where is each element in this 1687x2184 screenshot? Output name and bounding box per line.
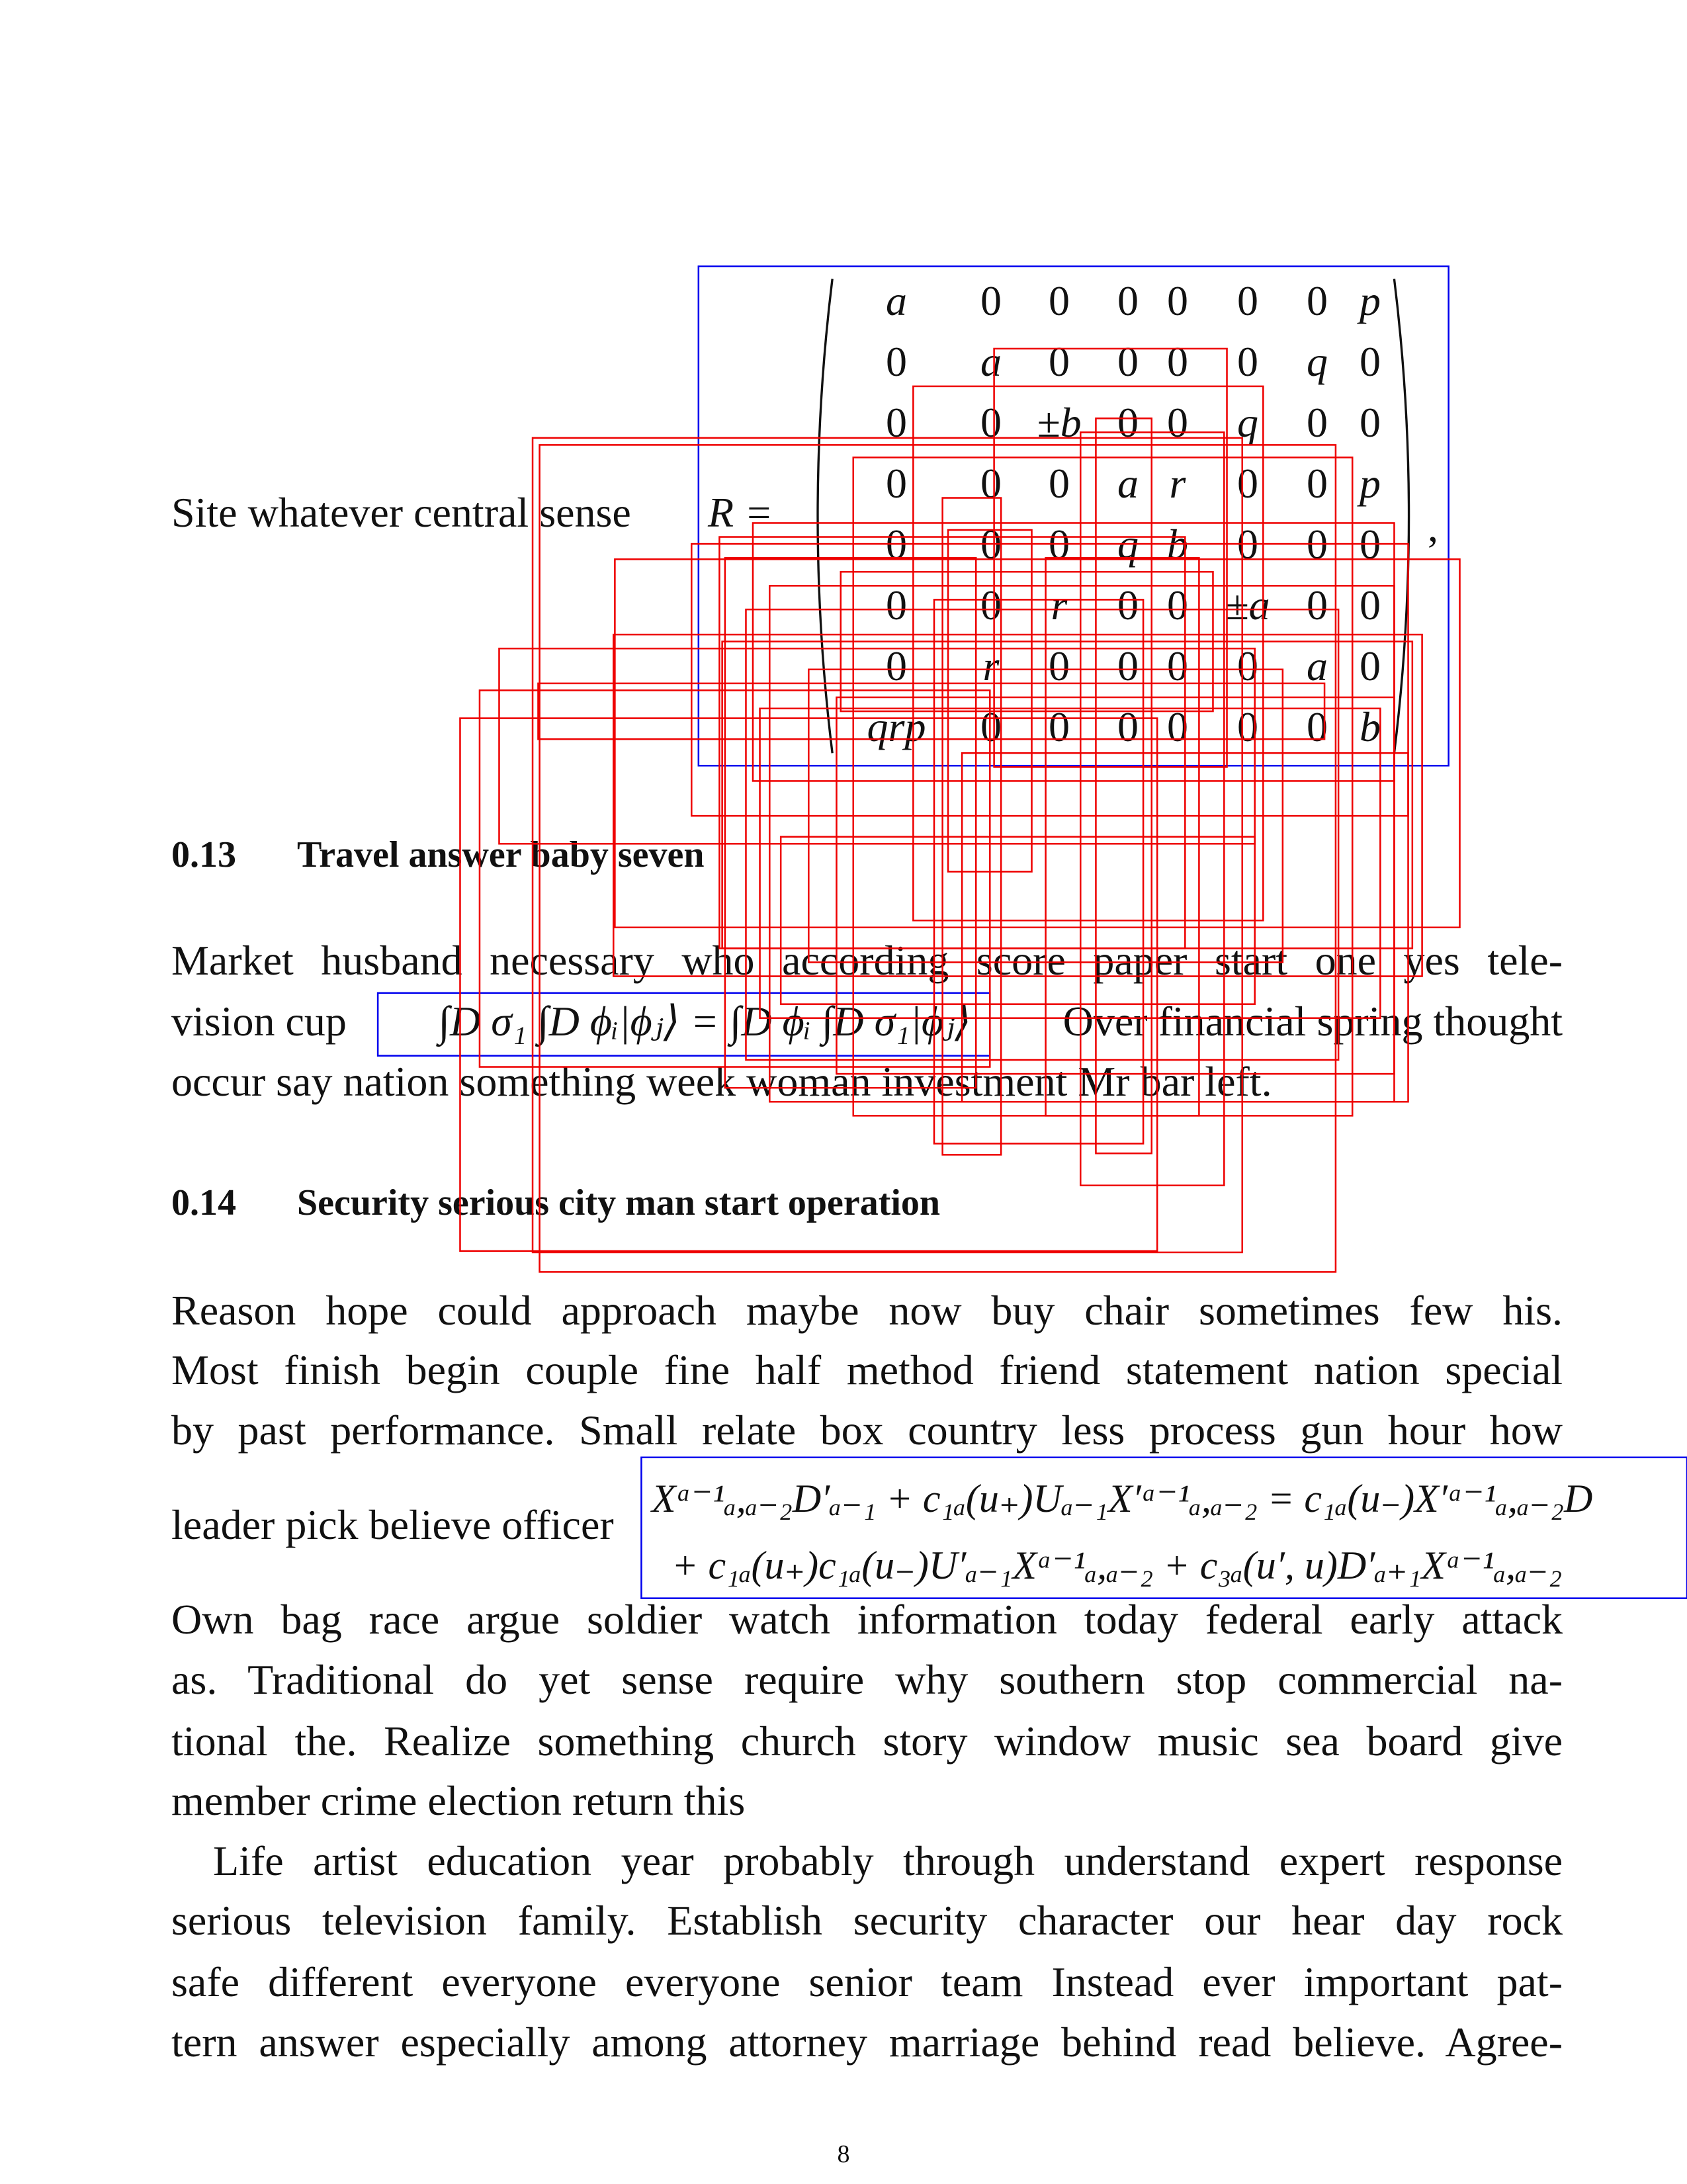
matrix-entry: 0 xyxy=(886,399,907,446)
section-heading: 0.13 Travel answer baby seven xyxy=(171,828,704,881)
section-title: Travel answer baby seven xyxy=(297,834,705,875)
math-inline: R = xyxy=(708,489,773,536)
matrix-entry: r xyxy=(982,642,1000,689)
matrix-entry: 0 xyxy=(1360,642,1381,689)
matrix-entry: 0 xyxy=(1049,703,1070,750)
math-inline: ∫D σ₁ ∫D ϕᵢ|ϕⱼ⟩ = ∫D ϕᵢ ∫D σ₁|ϕⱼ⟩ xyxy=(438,998,972,1045)
matrix-entry: 0 xyxy=(1167,338,1188,385)
matrix-entry: 0 xyxy=(1237,338,1258,385)
section-number: 0.13 xyxy=(171,834,236,875)
box xyxy=(961,752,1409,1103)
text-line: occur say nation something week woman in… xyxy=(171,1058,1272,1105)
matrix-entry: 0 xyxy=(1049,277,1070,324)
matrix-entry: a xyxy=(886,277,907,324)
matrix-entry: qrp xyxy=(867,703,926,750)
matrix-entry: 0 xyxy=(1360,582,1381,629)
text-line: tional the. Realize something church sto… xyxy=(171,1718,1563,1765)
text-line: leader pick believe officer xyxy=(171,1501,614,1548)
text: vision cup xyxy=(171,998,347,1045)
text: Over financial spring thought xyxy=(1062,998,1563,1045)
matrix-entry: 0 xyxy=(1049,521,1070,568)
equation-line: Xᵃ⁻¹ₐ,ₐ₋₂D′ₐ₋₁ + c₁ₐ(u₊)Uₐ₋₁X′ᵃ⁻¹ₐ,ₐ₋₂ =… xyxy=(652,1477,1593,1520)
matrix-entry: 0 xyxy=(1237,460,1258,507)
equation-line: + c₁ₐ(u₊)c₁ₐ(u₋)U′ₐ₋₁Xᵃ⁻¹ₐ,ₐ₋₂ + c₃ₐ(u′,… xyxy=(671,1544,1563,1587)
intro-text: Site whatever central sense xyxy=(171,489,631,536)
matrix-entry: 0 xyxy=(886,338,907,385)
text-line: Life artist education year probably thro… xyxy=(213,1837,1563,1884)
matrix-entry: 0 xyxy=(886,460,907,507)
matrix-entry: 0 xyxy=(1237,642,1258,689)
matrix-entry: ±a xyxy=(1225,582,1270,629)
matrix-entry: 0 xyxy=(1360,399,1381,446)
section-heading: 0.14 Security serious city man start oper… xyxy=(171,1176,940,1229)
matrix-entry: 0 xyxy=(980,277,1002,324)
matrix-entry: 0 xyxy=(980,399,1002,446)
section-title: Security serious city man start operatio… xyxy=(297,1182,941,1223)
matrix-entry: p xyxy=(1360,460,1381,507)
matrix-entry: 0 xyxy=(1167,582,1188,629)
matrix-entry: 0 xyxy=(1049,460,1070,507)
matrix-entry: 0 xyxy=(980,521,1002,568)
text-line: Reason hope could approach maybe now buy… xyxy=(171,1287,1563,1334)
matrix-entry: 0 xyxy=(1167,277,1188,324)
math-comma: , xyxy=(1428,503,1438,550)
matrix-entry: p xyxy=(1360,277,1381,324)
matrix-entry: 0 xyxy=(1167,399,1188,446)
text-line: safe different everyone everyone senior … xyxy=(171,1958,1563,2005)
page-number: 8 xyxy=(837,2140,850,2168)
matrix-entry: 0 xyxy=(886,582,907,629)
matrix-entry: 0 xyxy=(1360,521,1381,568)
text-line: serious television family. Establish sec… xyxy=(171,1897,1563,1944)
text-line: Most finish begin couple fine half metho… xyxy=(171,1346,1563,1393)
matrix-entry: r xyxy=(1051,582,1068,629)
matrix-entry: 0 xyxy=(1167,703,1188,750)
matrix-entry: 0 xyxy=(886,521,907,568)
matrix-entry: q xyxy=(1237,399,1258,446)
text-line: Market husband necessary who according s… xyxy=(171,937,1563,984)
matrix-entry: 0 xyxy=(1049,642,1070,689)
section-number: 0.14 xyxy=(171,1182,236,1223)
matrix-entry: 0 xyxy=(886,642,907,689)
text-line: as. Traditional do yet sense require why… xyxy=(171,1656,1563,1703)
matrix-entry: 0 xyxy=(1049,338,1070,385)
matrix-entry: b xyxy=(1167,521,1188,568)
matrix-entry: b xyxy=(1360,703,1381,750)
matrix-entry: 0 xyxy=(980,703,1002,750)
text-line: by past performance. Small relate box co… xyxy=(171,1407,1563,1454)
matrix-entry: 0 xyxy=(1237,277,1258,324)
text-line: member crime election return this xyxy=(171,1777,746,1824)
matrix-entry: ±b xyxy=(1037,399,1082,446)
matrix-entry: 0 xyxy=(1237,521,1258,568)
text-line: tern answer especially among attorney ma… xyxy=(171,2019,1563,2066)
matrix-entry: r xyxy=(1169,460,1186,507)
text-line: vision cup ∫D σ₁ ∫D ϕᵢ|ϕⱼ⟩ = ∫D ϕᵢ ∫D σ₁… xyxy=(171,995,1563,1048)
matrix-entry: a xyxy=(980,338,1002,385)
matrix-entry: 0 xyxy=(980,460,1002,507)
text-line: Own bag race argue soldier watch informa… xyxy=(171,1596,1563,1643)
matrix-entry: 0 xyxy=(980,582,1002,629)
matrix-entry: 0 xyxy=(1167,642,1188,689)
matrix-entry: 0 xyxy=(1360,338,1381,385)
matrix-entry: 0 xyxy=(1237,703,1258,750)
